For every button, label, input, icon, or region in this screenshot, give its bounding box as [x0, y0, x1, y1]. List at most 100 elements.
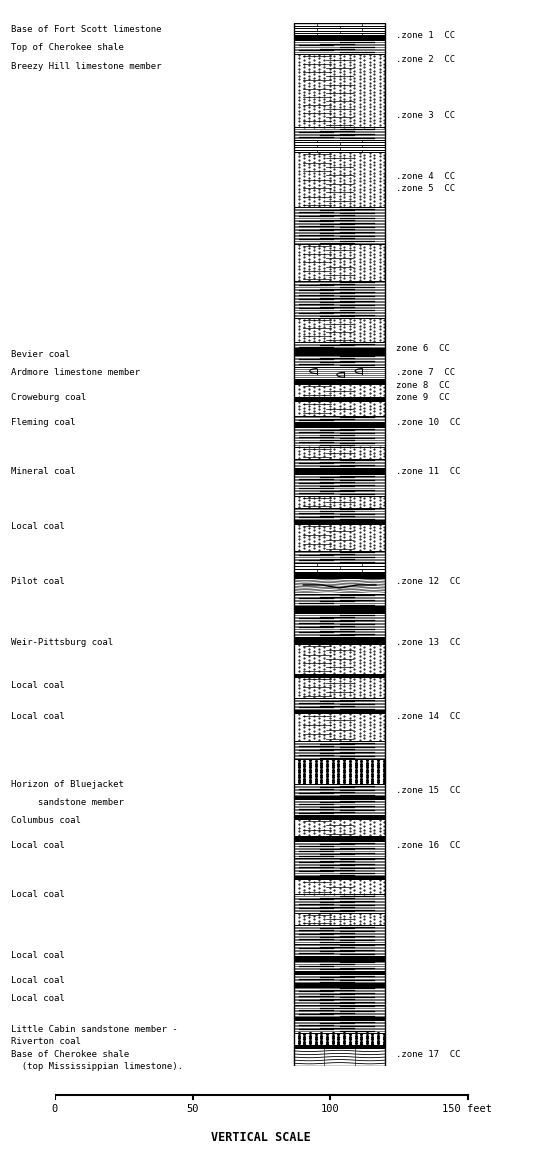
Text: zone 9  CC: zone 9 CC: [396, 393, 450, 402]
Bar: [294, 984, 385, 986]
Text: .zone 13  CC: .zone 13 CC: [396, 639, 460, 648]
Text: Base of Cherokee shale: Base of Cherokee shale: [11, 1050, 129, 1058]
Text: 50: 50: [186, 1103, 199, 1114]
Bar: [294, 474, 385, 496]
Bar: [294, 673, 385, 677]
Text: .zone 5  CC: .zone 5 CC: [396, 184, 455, 194]
Text: Base of Fort Scott limestone: Base of Fort Scott limestone: [11, 24, 162, 34]
Bar: [294, 1044, 385, 1048]
Text: Riverton coal: Riverton coal: [11, 1037, 81, 1047]
Text: Pilot coal: Pilot coal: [11, 577, 65, 586]
Bar: [294, 23, 385, 1066]
Text: (top Mississippian limestone).: (top Mississippian limestone).: [11, 1062, 183, 1071]
Bar: [294, 741, 385, 759]
Bar: [294, 913, 385, 925]
Bar: [294, 520, 385, 524]
Text: zone 8  CC: zone 8 CC: [396, 380, 450, 389]
Bar: [294, 925, 385, 943]
Bar: [294, 1033, 385, 1044]
Text: Fleming coal: Fleming coal: [11, 417, 75, 427]
Bar: [294, 1005, 385, 1018]
Text: Ardmore limestone member: Ardmore limestone member: [11, 369, 140, 378]
Text: Top of Cherokee shale: Top of Cherokee shale: [11, 43, 124, 52]
Bar: [294, 880, 385, 895]
Text: Local coal: Local coal: [11, 890, 65, 899]
Bar: [294, 152, 385, 207]
Text: .zone 17  CC: .zone 17 CC: [396, 1050, 460, 1058]
Text: 150 feet: 150 feet: [443, 1103, 492, 1114]
Bar: [294, 1048, 385, 1066]
Bar: [294, 956, 385, 961]
Bar: [294, 349, 385, 355]
Bar: [294, 422, 385, 427]
Text: VERTICAL SCALE: VERTICAL SCALE: [211, 1131, 311, 1144]
Bar: [294, 961, 385, 971]
Text: .zone 7  CC: .zone 7 CC: [396, 369, 455, 378]
Text: Weir-Pittsburg coal: Weir-Pittsburg coal: [11, 639, 113, 648]
Bar: [294, 459, 385, 468]
Bar: [294, 759, 385, 783]
Bar: [294, 342, 385, 349]
Text: .zone 16  CC: .zone 16 CC: [396, 841, 460, 850]
Text: sandstone member: sandstone member: [11, 797, 124, 807]
Bar: [294, 398, 385, 401]
Bar: [294, 593, 385, 606]
Bar: [294, 971, 385, 975]
Text: .zone 10  CC: .zone 10 CC: [396, 417, 460, 427]
Bar: [294, 573, 385, 578]
Text: Local coal: Local coal: [11, 681, 65, 691]
Text: Local coal: Local coal: [11, 994, 65, 1004]
Bar: [294, 710, 385, 714]
Text: .zone 4  CC: .zone 4 CC: [396, 172, 455, 181]
Bar: [294, 975, 385, 984]
Bar: [294, 644, 385, 673]
Bar: [294, 819, 385, 836]
Bar: [294, 366, 385, 379]
Bar: [294, 355, 385, 366]
Bar: [294, 140, 385, 152]
Text: 100: 100: [321, 1103, 339, 1114]
Text: Little Cabin sandstone member -: Little Cabin sandstone member -: [11, 1025, 178, 1034]
Bar: [294, 427, 385, 446]
Text: .zone 15  CC: .zone 15 CC: [396, 786, 460, 795]
Text: 0: 0: [52, 1103, 58, 1114]
Bar: [294, 698, 385, 710]
Bar: [294, 783, 385, 796]
Bar: [294, 796, 385, 800]
Bar: [294, 1020, 385, 1033]
Text: Local coal: Local coal: [11, 712, 65, 721]
Text: Bevier coal: Bevier coal: [11, 350, 70, 359]
Bar: [294, 858, 385, 876]
Bar: [294, 496, 385, 508]
Text: Mineral coal: Mineral coal: [11, 467, 75, 475]
Bar: [294, 613, 385, 636]
Text: Columbus coal: Columbus coal: [11, 816, 81, 825]
Bar: [294, 416, 385, 422]
Bar: [294, 468, 385, 474]
Bar: [294, 245, 385, 280]
Bar: [294, 986, 385, 1005]
Text: Local coal: Local coal: [11, 952, 65, 961]
Text: .zone 12  CC: .zone 12 CC: [396, 577, 460, 586]
Bar: [294, 836, 385, 841]
Bar: [294, 943, 385, 956]
Bar: [294, 1018, 385, 1020]
Bar: [294, 815, 385, 819]
Text: .zone 11  CC: .zone 11 CC: [396, 467, 460, 475]
Bar: [294, 677, 385, 698]
Bar: [294, 508, 385, 520]
Bar: [294, 384, 385, 398]
Bar: [294, 401, 385, 416]
Bar: [294, 606, 385, 613]
Bar: [294, 127, 385, 140]
Text: Local coal: Local coal: [11, 522, 65, 531]
Bar: [294, 446, 385, 459]
Bar: [294, 563, 385, 573]
Text: Horizon of Bluejacket: Horizon of Bluejacket: [11, 780, 124, 788]
Bar: [294, 636, 385, 644]
Bar: [294, 524, 385, 551]
Bar: [294, 800, 385, 815]
Text: .zone 2  CC: .zone 2 CC: [396, 56, 455, 65]
Bar: [294, 53, 385, 127]
Bar: [294, 23, 385, 36]
